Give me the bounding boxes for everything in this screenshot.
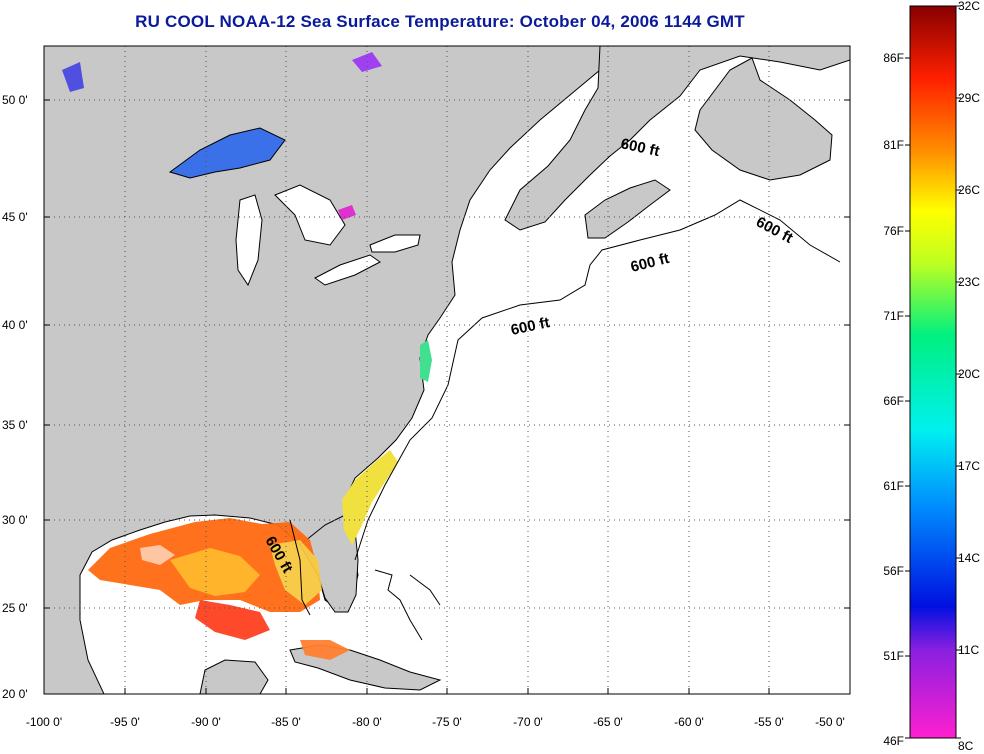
lon-label-75: -75 0' xyxy=(432,715,462,729)
sst-hudson-patch xyxy=(62,62,84,92)
land-nova-scotia xyxy=(584,179,671,239)
lon-label-80: -80 0' xyxy=(352,715,382,729)
colorbar-c-label: 26C xyxy=(958,183,980,197)
colorbar-c-label: 20C xyxy=(958,367,980,381)
lat-label-20: 20 0' xyxy=(2,687,28,701)
colorbar-c-label: 14C xyxy=(958,551,980,565)
colorbar-ticks xyxy=(905,5,961,739)
lake-michigan xyxy=(235,194,263,287)
isobath-600ft xyxy=(289,199,841,616)
colorbar-f-label: 76F xyxy=(883,224,904,238)
colorbar-f-label: 81F xyxy=(883,138,904,152)
lake-erie xyxy=(314,254,381,286)
sst-lake-patch xyxy=(338,205,356,220)
colorbar-f-label: 51F xyxy=(883,649,904,663)
lake-superior xyxy=(168,127,286,179)
lon-label-60: -60 0' xyxy=(674,715,704,729)
lon-label-95: -95 0' xyxy=(110,715,140,729)
colorbar-c-label: 17C xyxy=(958,459,980,473)
colorbar-c-label: 11C xyxy=(958,643,979,657)
lon-label-50: -50 0' xyxy=(815,715,845,729)
land-maritimes xyxy=(504,46,850,231)
colorbar-c-label: 23C xyxy=(958,275,980,289)
lon-label-55: -55 0' xyxy=(754,715,784,729)
map-title: RU COOL NOAA-12 Sea Surface Temperature:… xyxy=(135,12,745,31)
lat-label-25: 25 0' xyxy=(2,601,28,615)
sst-chesapeake xyxy=(420,340,432,382)
colorbar-f-label: 61F xyxy=(883,479,904,493)
lon-label-70: -70 0' xyxy=(513,715,543,729)
land-yucatan xyxy=(199,659,269,694)
colorbar-f-label: 86F xyxy=(883,51,904,65)
sst-gulf-of-mexico xyxy=(88,518,350,660)
lat-label-45: 45 0' xyxy=(2,210,28,224)
lat-label-40: 40 0' xyxy=(2,318,28,332)
lon-label-65: -65 0' xyxy=(593,715,623,729)
colorbar-f-label: 46F xyxy=(883,734,904,748)
colorbar-f-label: 66F xyxy=(883,394,904,408)
graticule xyxy=(44,46,850,694)
colorbar-c-label: 8C xyxy=(958,739,974,753)
colorbar-f-label: 56F xyxy=(883,564,904,578)
lat-label-50: 50 0' xyxy=(2,93,28,107)
colorbar-f-label: 71F xyxy=(883,309,904,323)
land-florida xyxy=(299,514,359,613)
sst-florida-east-coast xyxy=(342,450,398,545)
lake-ontario xyxy=(369,234,421,253)
lon-label-90: -90 0' xyxy=(191,715,221,729)
land-bahamas xyxy=(374,569,441,641)
lon-label-85: -85 0' xyxy=(271,715,301,729)
lat-label-35: 35 0' xyxy=(2,418,28,432)
colorbar-c-label: 29C xyxy=(958,91,980,105)
lat-label-30: 30 0' xyxy=(2,513,28,527)
lon-label-100: -100 0' xyxy=(26,715,62,729)
tick-marks xyxy=(44,99,850,694)
colorbar-c-label: 32C xyxy=(958,0,980,13)
lake-huron xyxy=(274,184,346,246)
land-newfoundland xyxy=(694,57,833,181)
colorbar xyxy=(909,5,957,739)
